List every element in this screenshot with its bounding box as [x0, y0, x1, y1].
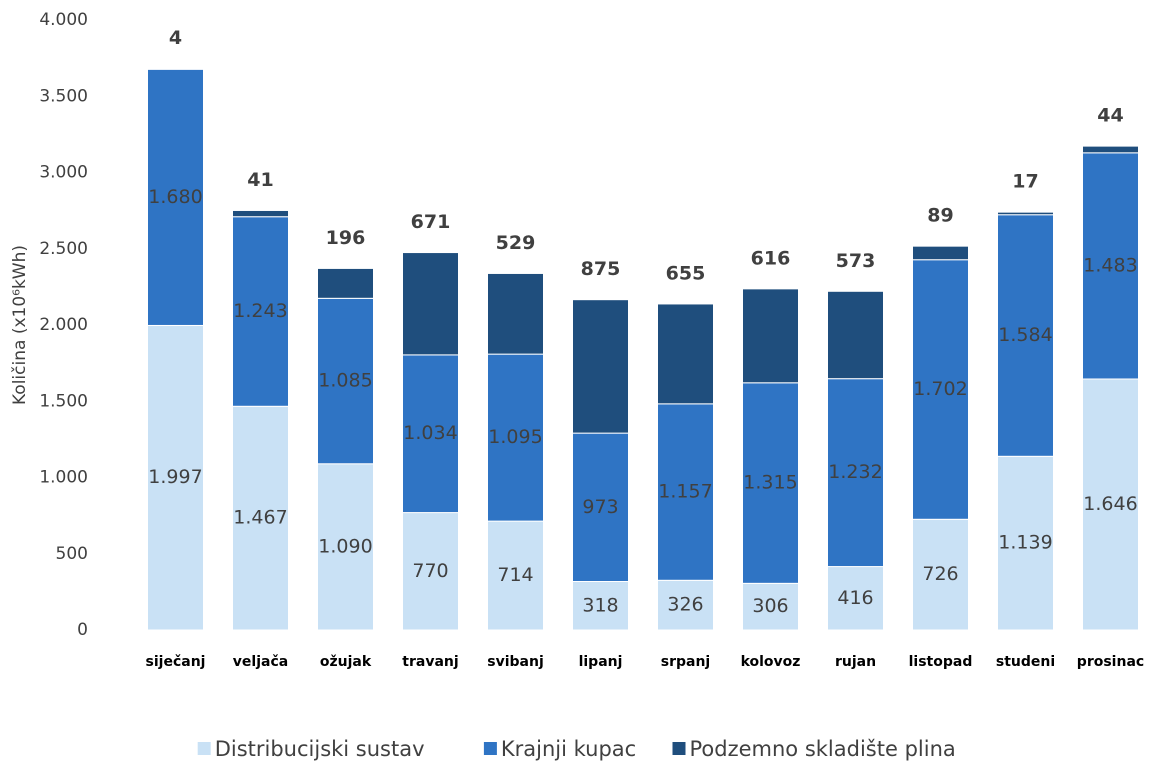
x-tick-label: siječanj: [146, 654, 206, 670]
x-tick-label: rujan: [835, 654, 876, 670]
y-tick-label: 500: [56, 544, 88, 564]
bar-segment: [232, 209, 289, 218]
data-label: 529: [496, 232, 536, 254]
data-label: 44: [1097, 105, 1123, 127]
bar-segment: [402, 512, 459, 631]
data-label: 17: [1012, 171, 1038, 193]
data-label: 1.034: [403, 422, 457, 444]
x-tick-label: prosinac: [1077, 654, 1144, 670]
bar-segment: [232, 405, 289, 631]
bar-segment: [657, 303, 714, 405]
data-label: 1.483: [1083, 254, 1137, 276]
data-label: 89: [927, 205, 953, 227]
x-tick-label: svibanj: [487, 654, 544, 670]
data-label: 41: [247, 169, 273, 191]
data-label: 326: [667, 594, 703, 616]
data-label: 4: [169, 27, 182, 49]
y-tick-label: 1.000: [39, 468, 88, 488]
x-tick-label: kolovoz: [741, 654, 801, 670]
bar-segment: [912, 518, 969, 631]
bar-segment: [742, 288, 799, 384]
bar-segment: [827, 290, 884, 380]
bar-segment: [402, 252, 459, 356]
bar-segment: [572, 299, 629, 434]
data-label: 655: [666, 262, 706, 284]
data-label: 616: [751, 247, 791, 269]
y-axis-label: Količina (x10⁶kWh): [10, 245, 30, 405]
y-tick-label: 2.500: [39, 239, 88, 259]
legend-swatch: [483, 742, 497, 755]
bar-segment: [147, 68, 204, 70]
data-label: 1.680: [148, 186, 202, 208]
bar-segment: [317, 267, 374, 299]
bar-segment: [657, 579, 714, 631]
bar-segment: [997, 455, 1054, 631]
bar-segment: [147, 324, 204, 631]
bar-segment: [487, 520, 544, 631]
data-label: 973: [582, 496, 618, 518]
bar-segment: [742, 582, 799, 631]
data-label: 1.702: [913, 378, 967, 400]
data-label: 1.584: [998, 324, 1052, 346]
data-label: 1.646: [1083, 493, 1137, 515]
data-label: 416: [837, 587, 873, 609]
x-tick-label: veljača: [233, 654, 288, 670]
bar-segment: [1082, 145, 1139, 154]
data-label: 875: [581, 258, 621, 280]
bar-segment: [572, 432, 629, 583]
data-label: 573: [836, 250, 876, 272]
legend-label: Podzemno skladište plina: [690, 737, 956, 761]
bar-segment: [827, 566, 884, 631]
x-tick-label: srpanj: [661, 654, 710, 670]
data-label: 1.315: [743, 472, 797, 494]
data-label: 1.085: [318, 370, 372, 392]
bar-segment: [742, 382, 799, 584]
bar-segment: [657, 403, 714, 581]
bar-segment: [1082, 378, 1139, 631]
legend-swatch: [197, 742, 211, 755]
bar-segment: [487, 353, 544, 522]
data-label: 1.467: [233, 507, 287, 529]
x-tick-label: listopad: [909, 654, 973, 670]
data-label: 714: [497, 564, 533, 586]
data-label: 726: [922, 563, 958, 585]
y-tick-label: 1.500: [39, 391, 88, 411]
y-tick-label: 2.000: [39, 315, 88, 335]
x-tick-label: travanj: [402, 654, 458, 670]
legend-label: Distribucijski sustav: [215, 737, 425, 761]
data-label: 671: [411, 211, 451, 233]
bar-segment: [997, 214, 1054, 457]
legend-label: Krajnji kupac: [501, 737, 636, 761]
legend-swatch: [672, 742, 686, 755]
bar-segment: [487, 272, 544, 355]
data-label: 1.232: [828, 461, 882, 483]
data-label: 1.157: [658, 481, 712, 503]
x-tick-label: studeni: [996, 654, 1055, 670]
bar-segment: [572, 581, 629, 631]
bar-segment: [147, 68, 204, 326]
bar-segment: [402, 354, 459, 514]
y-tick-label: 0: [77, 620, 88, 640]
bar-segment: [912, 245, 969, 261]
x-tick-label: ožujak: [320, 654, 372, 670]
x-tick-label: lipanj: [579, 654, 623, 670]
y-tick-label: 4.000: [39, 10, 88, 30]
bar-segment: [997, 211, 1054, 216]
data-label: 770: [412, 560, 448, 582]
y-tick-label: 3.500: [39, 86, 88, 106]
data-label: 306: [752, 595, 788, 617]
data-label: 1.090: [318, 535, 372, 557]
data-label: 1.243: [233, 300, 287, 322]
bar-segment: [827, 378, 884, 568]
data-label: 1.139: [998, 532, 1052, 554]
data-label: 318: [582, 594, 618, 616]
y-tick-label: 3.000: [39, 163, 88, 183]
bar-segment: [1082, 152, 1139, 380]
data-label: 196: [326, 227, 366, 249]
data-label: 1.997: [148, 466, 202, 488]
data-label: 1.095: [488, 426, 542, 448]
bar-segment: [317, 297, 374, 465]
